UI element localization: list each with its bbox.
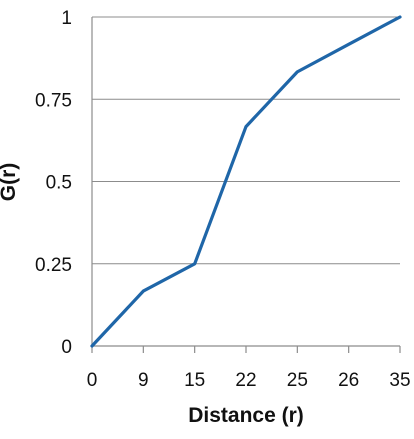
series-line: [90, 15, 402, 348]
series-lines: [90, 15, 402, 348]
x-tick-label: 25: [287, 370, 308, 391]
y-tick-label: 0.75: [35, 90, 72, 111]
x-tick-label: 26: [338, 370, 359, 391]
x-tick-label: 0: [87, 370, 98, 391]
x-tick-label: 9: [138, 370, 149, 391]
y-tick-label: 0.25: [35, 255, 72, 276]
y-tick-label: 0: [61, 337, 72, 358]
x-axis-title: Distance (r): [188, 404, 304, 427]
x-tick-label: 22: [235, 370, 256, 391]
grid-lines: [92, 16, 400, 265]
axes: [91, 17, 401, 353]
x-tick-label: 15: [184, 370, 205, 391]
x-axis-tick-labels: 0 9 15 22 25 26 35: [87, 370, 411, 391]
y-axis-tick-labels: 0 0.25 0.5 0.75 1: [35, 8, 72, 358]
y-tick-label: 1: [61, 8, 72, 29]
y-axis-title: G(r): [0, 163, 20, 202]
x-tick-label: 35: [389, 370, 410, 391]
y-tick-label: 0.5: [46, 173, 72, 194]
